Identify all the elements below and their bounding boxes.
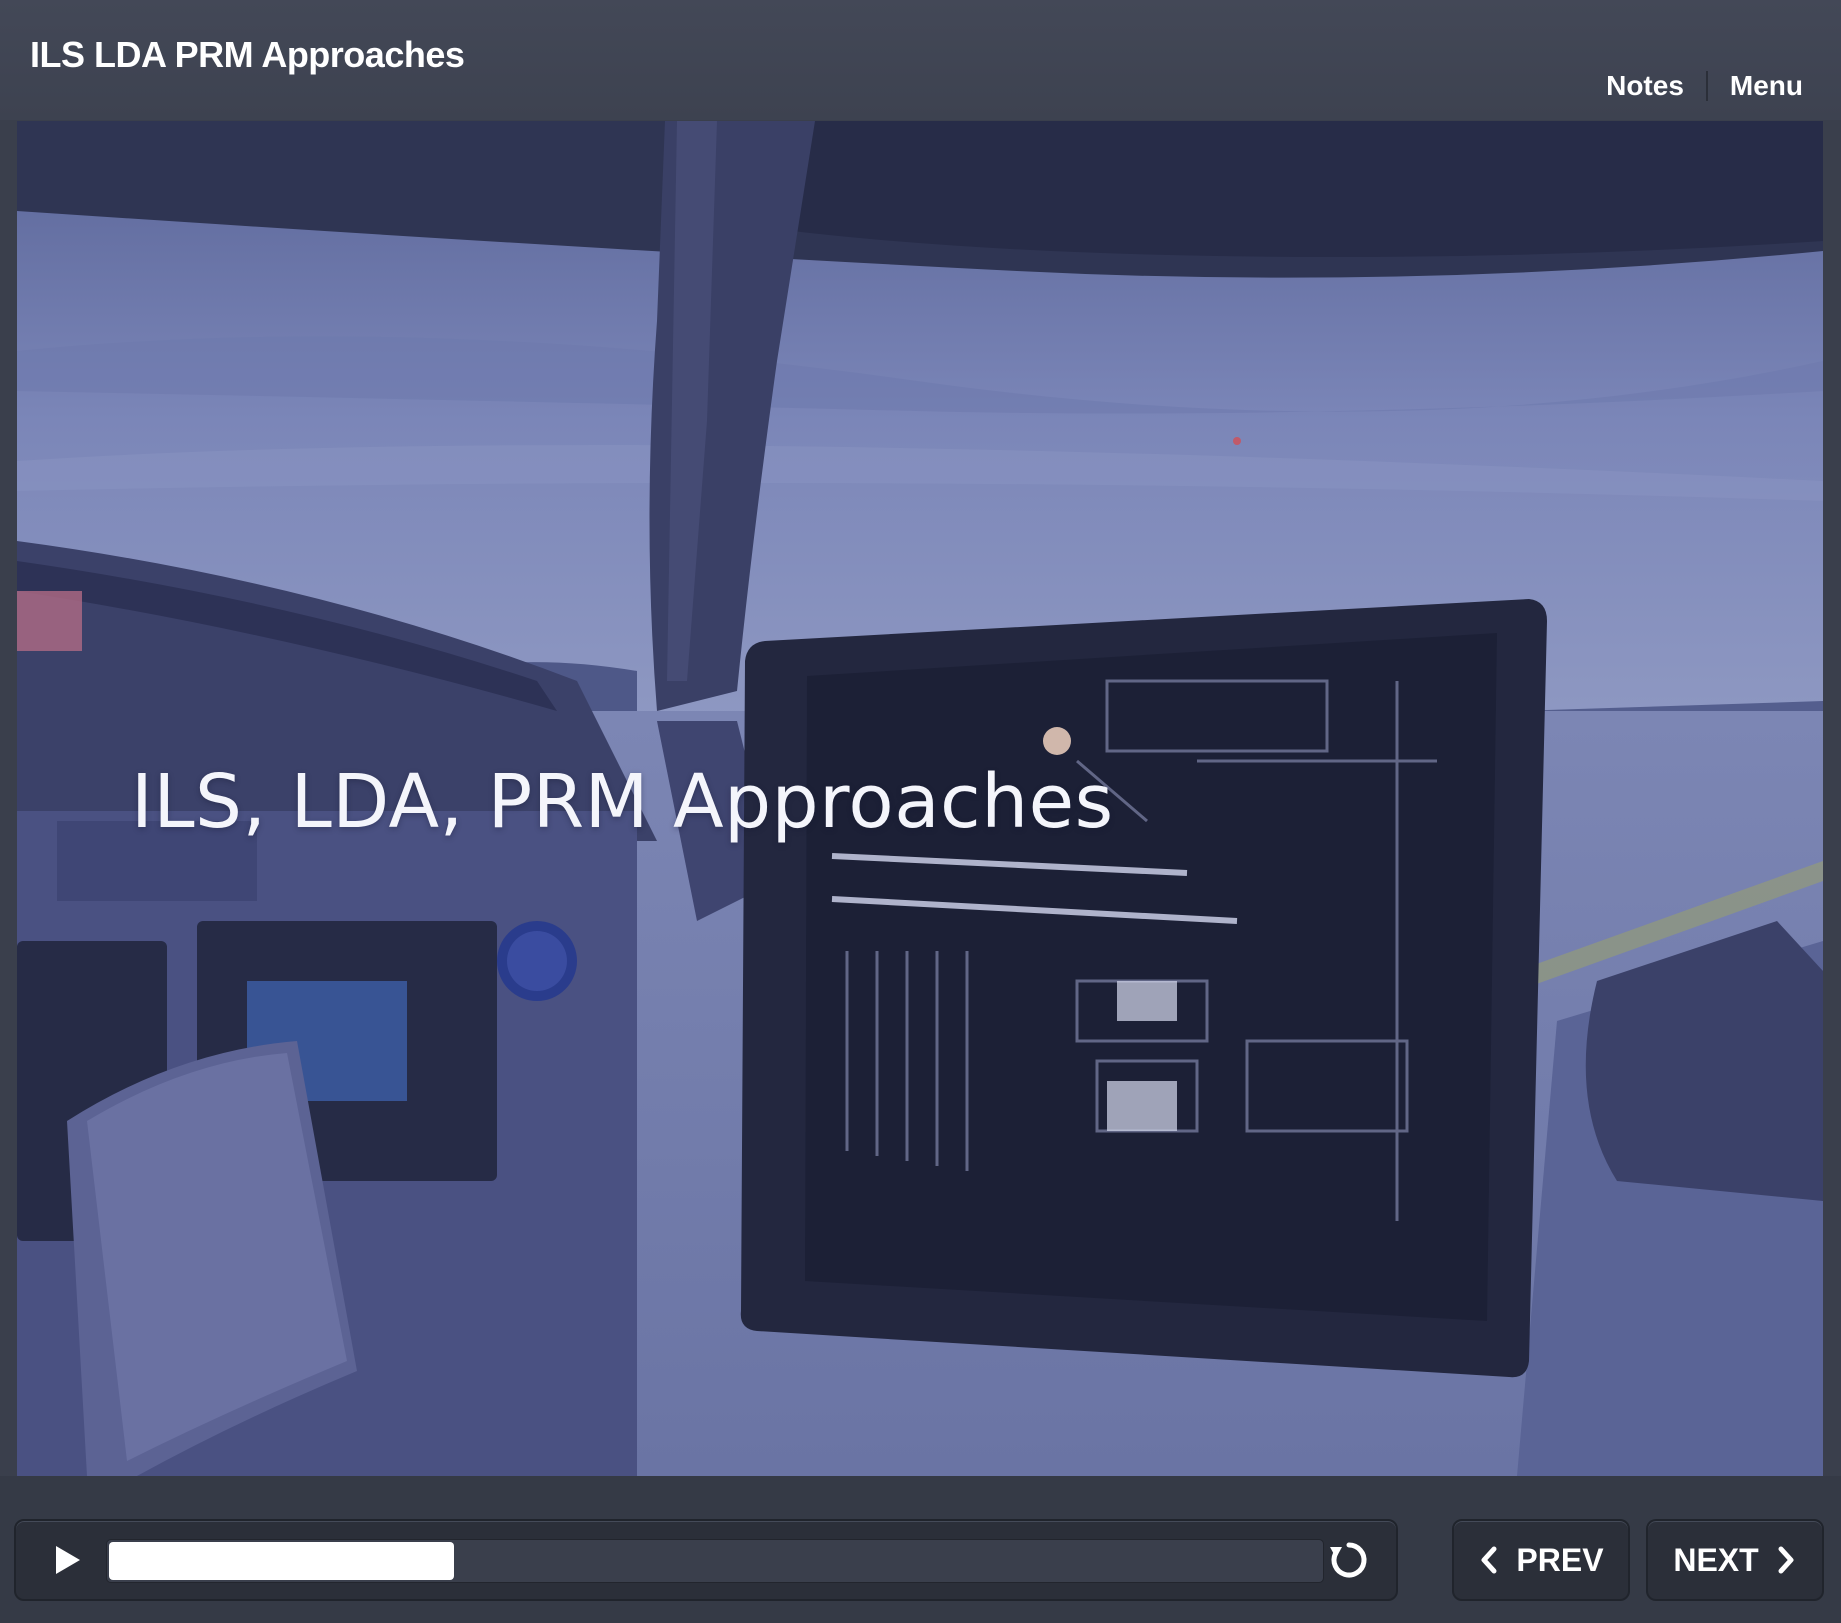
notes-link[interactable]: Notes [1606, 70, 1684, 101]
chevron-right-icon [1778, 1546, 1794, 1574]
progress-fill [109, 1542, 454, 1580]
top-links: Notes Menu [1606, 70, 1803, 102]
play-icon[interactable] [46, 1540, 86, 1580]
player-header: ILS LDA PRM Approaches Notes Menu [0, 0, 1841, 120]
next-label: NEXT [1673, 1541, 1759, 1578]
slide-stage: ILS, LDA, PRM Approaches [17, 121, 1823, 1476]
course-title: ILS LDA PRM Approaches [30, 34, 465, 75]
link-divider [1705, 71, 1708, 101]
slide-background-image [17, 121, 1823, 1476]
progress-bar[interactable] [106, 1539, 1324, 1583]
playback-bar [14, 1519, 1398, 1601]
menu-link[interactable]: Menu [1729, 70, 1803, 101]
slide-title: ILS, LDA, PRM Approaches [131, 759, 1114, 845]
prev-button[interactable]: PREV [1452, 1519, 1630, 1601]
prev-label: PREV [1516, 1541, 1604, 1578]
replay-icon[interactable] [1326, 1537, 1372, 1583]
next-button[interactable]: NEXT [1646, 1519, 1824, 1601]
chevron-left-icon [1481, 1546, 1497, 1574]
